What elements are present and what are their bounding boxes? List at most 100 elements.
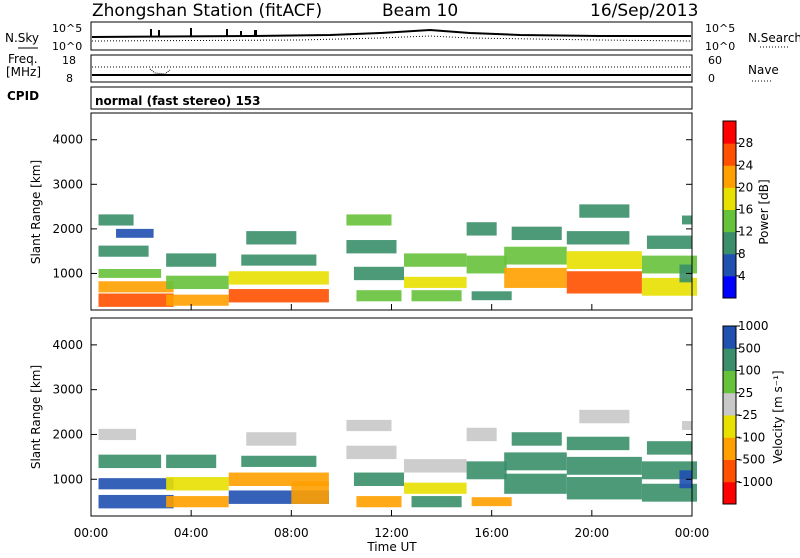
nsky-label: N.Sky [5,31,39,45]
velocity-cell [566,456,642,475]
nsky-tick-top: 10^5 [52,22,82,35]
power-ytick-label: 2000 [52,222,83,236]
velocity-cell [466,461,507,480]
power-cells [98,204,698,307]
power-cell [511,226,562,241]
velocity-colorbar-tick-label: 100 [738,364,761,378]
time-tick-label: 00:00 [675,526,710,540]
power-colorbar-tick-label: 24 [738,158,753,172]
velocity-cell [404,459,467,473]
velocity-colorbar-swatch [723,481,736,505]
cpid-strip-frame [90,86,693,110]
power-cell [353,266,405,281]
power-cell [504,246,567,265]
power-colorbar-swatch [723,253,736,277]
velocity-yticks: 1000 2000 3000 4000 [52,338,692,486]
power-colorbar: 4 8 12 16 20 24 28 [722,120,753,299]
velocity-colorbar-tick-label: -100 [738,430,765,444]
velocity-cell [98,454,162,469]
velocity-cell [681,421,692,430]
velocity-cell [346,445,397,460]
freq-strip-frame [90,54,693,83]
velocity-cell [291,481,329,504]
time-tick-label: 04:00 [174,526,209,540]
power-cell [228,271,329,285]
power-colorbar-swatch [723,121,736,144]
velocity-colorbar-tick-label: -500 [738,453,765,467]
power-colorbar-swatch [723,143,736,166]
velocity-cell [166,477,229,491]
nsky-series [91,28,692,42]
power-cell [566,251,642,269]
power-cell [646,235,692,249]
power-cell [566,271,642,294]
power-cell [98,281,174,293]
velocity-cell [411,496,462,508]
power-colorbar-tick-label: 8 [738,247,746,261]
velocity-colorbar-label: Velocity [m s⁻¹] [771,370,785,463]
velocity-cell [346,419,392,432]
time-tick-label: 12:00 [374,526,409,540]
velocity-cell [511,432,562,446]
power-cell [241,254,317,266]
power-cell [98,214,134,226]
power-colorbar-swatch [723,275,736,299]
power-cell [471,291,512,301]
time-axis-label: Time UT [366,540,417,554]
velocity-cell [566,436,630,451]
nave-label: Nave [748,63,779,77]
velocity-colorbar-tick-label: 500 [738,341,761,355]
velocity-colorbar-tick-label: -25 [738,408,758,422]
velocity-cell [471,497,512,507]
power-cell [246,231,297,245]
velocity-cell [641,483,698,502]
freq-label: Freq. [8,52,38,66]
power-colorbar-tick-label: 20 [738,180,753,194]
velocity-colorbar-tick-label: 25 [738,386,753,400]
nsearch-tick-bottom: 10^0 [705,40,735,53]
velocity-ytick-label: 3000 [52,383,83,397]
power-cell [404,276,467,288]
freq-unit-label: [MHz] [6,65,41,79]
velocity-cell [579,409,630,424]
nsky-strip-frame [90,21,693,51]
nave-tick-bottom: 0 [708,72,715,85]
velocity-cells [98,409,698,509]
nsearch-label: N.Search [748,31,800,45]
velocity-colorbar-tick-label: -1000 [738,475,773,489]
velocity-cell [353,472,405,486]
station-title: Zhongshan Station (fitACF) [92,1,322,21]
power-cell [98,245,149,257]
freq-tick-top: 18 [62,54,76,67]
nsearch-tick-top: 10^5 [705,22,735,35]
power-colorbar-swatch [723,187,736,210]
freq-series [92,66,691,76]
power-cell [466,222,497,236]
power-cell [566,231,630,245]
power-cell [166,275,229,290]
power-cell [166,253,217,267]
velocity-cell [356,496,402,508]
cpid-label: CPID [7,89,39,103]
power-cell [679,264,692,283]
velocity-colorbar-tick-label: 1000 [738,319,769,333]
power-cell [504,267,567,288]
velocity-cell [466,427,497,442]
power-colorbar-swatch [723,209,736,233]
power-colorbar-label: Power [dB] [757,179,771,244]
power-cell [356,290,402,302]
power-colorbar-swatch [723,165,736,188]
beam-label: Beam 10 [382,1,458,21]
power-cell [411,290,462,302]
velocity-cell [166,496,229,508]
power-colorbar-tick-label: 28 [738,136,753,150]
freq-tick-bottom: 8 [66,72,73,85]
velocity-colorbar-swatch [723,437,736,460]
velocity-ytick-label: 2000 [52,427,83,441]
power-cell [98,268,162,278]
velocity-colorbar-swatch [723,392,736,416]
time-axis-ticks: 00:00 04:00 08:00 12:00 16:00 20:00 00:00 [74,304,710,540]
velocity-cell [504,473,567,494]
